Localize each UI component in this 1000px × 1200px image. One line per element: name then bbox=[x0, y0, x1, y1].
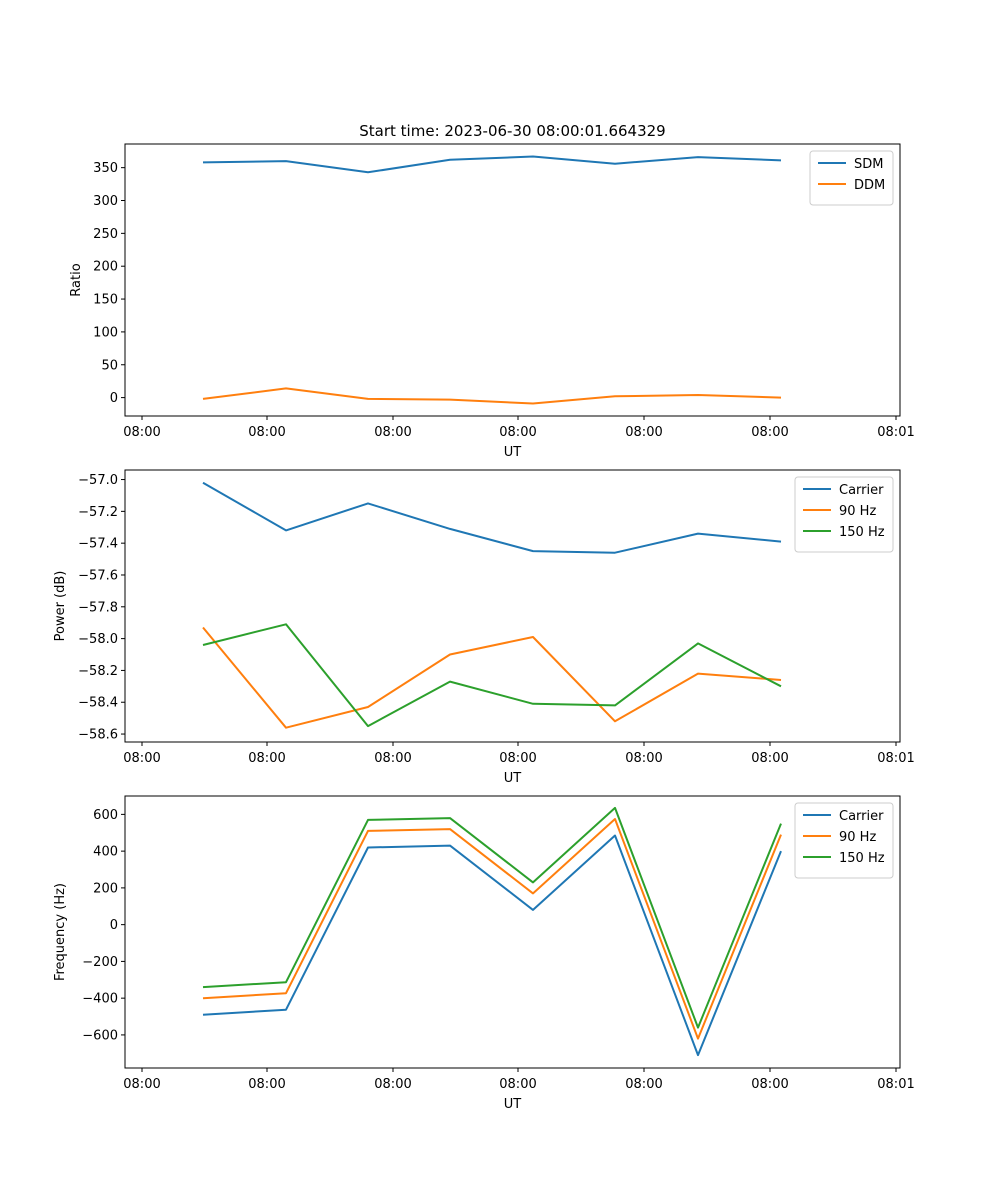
x-tick-label: 08:00 bbox=[625, 1077, 662, 1092]
series-line-150-hz bbox=[202, 806, 782, 1029]
legend-entry: 90 Hz bbox=[839, 504, 876, 519]
legend-entry: 90 Hz bbox=[839, 830, 876, 845]
axes-frame bbox=[124, 469, 901, 743]
x-tick-label: 08:00 bbox=[374, 1077, 411, 1092]
series-line-carrier bbox=[202, 834, 782, 1057]
y-tick-label: −58.4 bbox=[78, 696, 118, 711]
x-tick-label: 08:00 bbox=[374, 751, 411, 766]
y-tick-label: 150 bbox=[93, 293, 118, 308]
y-tick-label: −57.2 bbox=[78, 505, 118, 520]
chart-panel-2: 08:00 08:00 08:00 08:00 08:00 08:00 08:01 UT −58… bbox=[53, 469, 915, 786]
y-tick-label: 100 bbox=[93, 325, 118, 340]
x-tick-label: 08:00 bbox=[123, 425, 160, 440]
chart-panel-3: 08:00 08:00 08:00 08:00 08:00 08:00 08:01 UT −60… bbox=[53, 795, 915, 1112]
y-tick-label: −57.6 bbox=[78, 568, 118, 583]
legend-entry: Carrier bbox=[839, 483, 884, 498]
x-tick-label: 08:00 bbox=[123, 1077, 160, 1092]
axes-frame bbox=[124, 795, 901, 1069]
x-axis-label: UT bbox=[504, 771, 522, 786]
series-line-150-hz bbox=[202, 623, 782, 728]
y-axis-label: Power (dB) bbox=[53, 571, 68, 642]
y-tick-label: 200 bbox=[93, 881, 118, 896]
legend-entry: Carrier bbox=[839, 809, 884, 824]
x-tick-label: 08:00 bbox=[499, 751, 536, 766]
series-line-sdm bbox=[202, 155, 782, 174]
x-tick-label: 08:00 bbox=[751, 1077, 788, 1092]
legend: SDM DDM bbox=[809, 150, 894, 206]
series-line-90-hz bbox=[202, 626, 782, 729]
legend-entry: 150 Hz bbox=[839, 525, 885, 540]
x-tick-label: 08:00 bbox=[625, 751, 662, 766]
legend-box bbox=[794, 476, 894, 553]
chart-panel-1: Start time: 2023-06-30 08:00:01.664329 08… bbox=[69, 122, 915, 460]
x-tick-label: 08:00 bbox=[499, 425, 536, 440]
y-tick-label: −600 bbox=[82, 1028, 118, 1043]
y-axis-label: Ratio bbox=[69, 263, 84, 296]
x-tick-label: 08:01 bbox=[877, 751, 914, 766]
y-tick-label: −57.8 bbox=[78, 600, 118, 615]
y-tick-label: 200 bbox=[93, 260, 118, 275]
series-line-carrier bbox=[202, 481, 782, 554]
x-tick-label: 08:00 bbox=[248, 1077, 285, 1092]
x-tick-label: 08:00 bbox=[751, 425, 788, 440]
y-tick-label: 0 bbox=[110, 918, 118, 933]
y-tick-label: 600 bbox=[93, 808, 118, 823]
y-tick-label: −57.4 bbox=[78, 537, 118, 552]
y-tick-label: 300 bbox=[93, 194, 118, 209]
y-tick-label: 350 bbox=[93, 161, 118, 176]
x-tick-label: 08:00 bbox=[374, 425, 411, 440]
legend-box bbox=[794, 802, 894, 879]
legend: Carrier 90 Hz 150 Hz bbox=[794, 802, 894, 879]
chart-title: Start time: 2023-06-30 08:00:01.664329 bbox=[359, 122, 665, 140]
x-tick-label: 08:00 bbox=[751, 751, 788, 766]
legend-box bbox=[809, 150, 894, 206]
x-tick-label: 08:00 bbox=[625, 425, 662, 440]
y-tick-label: 0 bbox=[110, 391, 118, 406]
y-tick-label: 50 bbox=[101, 358, 118, 373]
y-tick-label: −200 bbox=[82, 955, 118, 970]
legend-entry: SDM bbox=[854, 157, 883, 172]
x-axis-label: UT bbox=[504, 445, 522, 460]
y-tick-label: 400 bbox=[93, 845, 118, 860]
x-tick-label: 08:00 bbox=[499, 1077, 536, 1092]
x-tick-label: 08:00 bbox=[248, 425, 285, 440]
y-tick-label: −57.0 bbox=[78, 473, 118, 488]
x-tick-label: 08:01 bbox=[877, 425, 914, 440]
x-tick-label: 08:00 bbox=[248, 751, 285, 766]
legend-entry: 150 Hz bbox=[839, 851, 885, 866]
series-line-90-hz bbox=[202, 818, 782, 1040]
y-tick-label: −58.2 bbox=[78, 664, 118, 679]
y-tick-label: −58.0 bbox=[78, 632, 118, 647]
x-tick-label: 08:01 bbox=[877, 1077, 914, 1092]
y-axis-label: Frequency (Hz) bbox=[53, 883, 68, 981]
y-tick-label: −58.6 bbox=[78, 728, 118, 743]
axes-frame bbox=[124, 143, 901, 417]
legend-entry: DDM bbox=[854, 178, 885, 193]
series-line-ddm bbox=[202, 387, 782, 405]
y-tick-label: 250 bbox=[93, 227, 118, 242]
x-tick-label: 08:00 bbox=[123, 751, 160, 766]
y-tick-label: −400 bbox=[82, 992, 118, 1007]
legend: Carrier 90 Hz 150 Hz bbox=[794, 476, 894, 553]
x-axis-label: UT bbox=[504, 1097, 522, 1112]
